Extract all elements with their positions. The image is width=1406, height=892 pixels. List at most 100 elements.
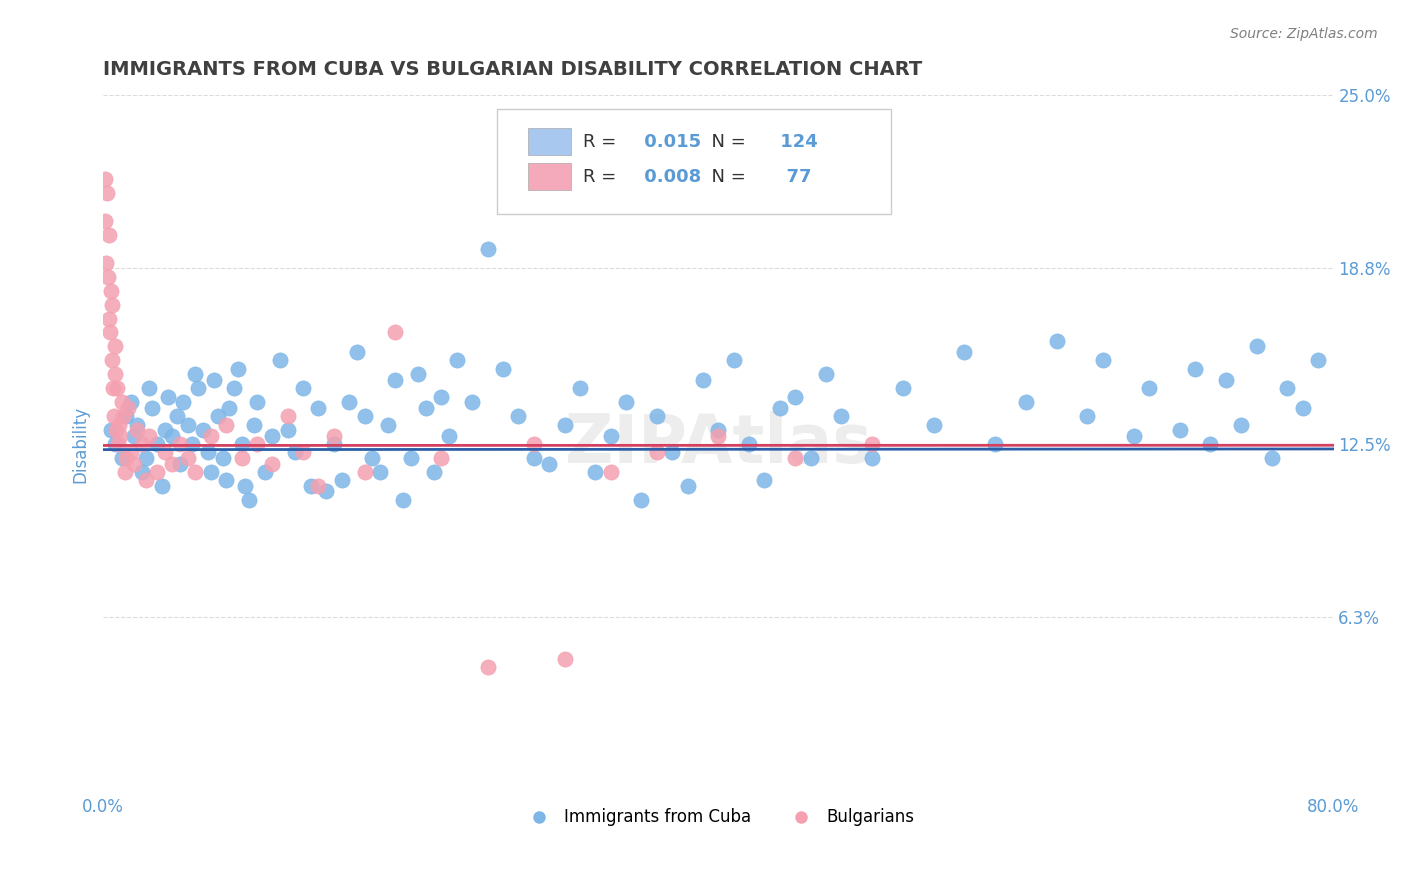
- Point: [100, 353, 122, 368]
- Point: [477, 660, 499, 674]
- Point: [262, 428, 284, 442]
- Point: [692, 373, 714, 387]
- Point: [415, 401, 437, 415]
- Point: [723, 353, 745, 368]
- Point: [162, 457, 184, 471]
- Point: [108, 428, 131, 442]
- Point: [125, 423, 148, 437]
- Text: IMMIGRANTS FROM CUBA VS BULGARIAN DISABILITY CORRELATION CHART: IMMIGRANTS FROM CUBA VS BULGARIAN DISABI…: [103, 60, 922, 78]
- Point: [430, 450, 453, 465]
- Point: [307, 479, 329, 493]
- Point: [1199, 437, 1222, 451]
- Text: 124: 124: [773, 133, 817, 151]
- Text: ZIPAtlas: ZIPAtlas: [565, 411, 872, 477]
- Point: [197, 445, 219, 459]
- Point: [228, 361, 250, 376]
- Point: [860, 450, 883, 465]
- Point: [172, 395, 194, 409]
- Point: [138, 428, 160, 442]
- Point: [676, 479, 699, 493]
- Point: [377, 417, 399, 432]
- Point: [246, 395, 269, 409]
- Point: [233, 479, 256, 493]
- Point: [361, 450, 384, 465]
- Point: [830, 409, 852, 424]
- Point: [184, 368, 207, 382]
- Point: [104, 437, 127, 451]
- Text: Source: ZipAtlas.com: Source: ZipAtlas.com: [1230, 27, 1378, 41]
- Point: [384, 373, 406, 387]
- Point: [1261, 450, 1284, 465]
- Point: [284, 445, 307, 459]
- Point: [322, 437, 344, 451]
- Point: [508, 409, 530, 424]
- Point: [1277, 381, 1299, 395]
- FancyBboxPatch shape: [527, 163, 571, 190]
- Point: [96, 256, 118, 270]
- Point: [785, 390, 807, 404]
- Point: [97, 311, 120, 326]
- Point: [1246, 339, 1268, 353]
- Point: [1076, 409, 1098, 424]
- Point: [437, 428, 460, 442]
- Point: [1184, 361, 1206, 376]
- Point: [222, 381, 245, 395]
- Point: [115, 450, 138, 465]
- Point: [346, 345, 368, 359]
- Point: [107, 437, 129, 451]
- Point: [523, 437, 546, 451]
- Point: [184, 465, 207, 479]
- Point: [125, 417, 148, 432]
- Point: [146, 437, 169, 451]
- Point: [492, 361, 515, 376]
- Point: [107, 417, 129, 432]
- Point: [1137, 381, 1160, 395]
- Point: [277, 423, 299, 437]
- Point: [110, 395, 132, 409]
- Point: [94, 214, 117, 228]
- Point: [104, 368, 127, 382]
- Point: [277, 409, 299, 424]
- Point: [1292, 401, 1315, 415]
- Point: [122, 457, 145, 471]
- Point: [101, 381, 124, 395]
- Point: [599, 428, 621, 442]
- Point: [384, 326, 406, 340]
- Point: [177, 417, 200, 432]
- Point: [614, 395, 637, 409]
- Point: [984, 437, 1007, 451]
- Point: [146, 465, 169, 479]
- Point: [187, 381, 209, 395]
- Point: [269, 353, 291, 368]
- Point: [191, 423, 214, 437]
- Point: [238, 492, 260, 507]
- Point: [583, 465, 606, 479]
- Point: [538, 457, 561, 471]
- Point: [114, 465, 136, 479]
- Point: [110, 450, 132, 465]
- Point: [1215, 373, 1237, 387]
- Point: [860, 437, 883, 451]
- Point: [1122, 428, 1144, 442]
- Point: [315, 484, 337, 499]
- Text: R =: R =: [583, 168, 621, 186]
- Point: [262, 457, 284, 471]
- Point: [399, 450, 422, 465]
- Point: [253, 465, 276, 479]
- Point: [430, 390, 453, 404]
- Point: [568, 381, 591, 395]
- Y-axis label: Disability: Disability: [72, 406, 89, 483]
- Point: [645, 409, 668, 424]
- Point: [131, 437, 153, 451]
- Point: [166, 409, 188, 424]
- Point: [115, 409, 138, 424]
- Point: [1308, 353, 1330, 368]
- Point: [645, 445, 668, 459]
- Point: [202, 373, 225, 387]
- Point: [215, 473, 238, 487]
- Point: [707, 428, 730, 442]
- Point: [169, 457, 191, 471]
- Point: [200, 465, 222, 479]
- Point: [330, 473, 353, 487]
- Point: [891, 381, 914, 395]
